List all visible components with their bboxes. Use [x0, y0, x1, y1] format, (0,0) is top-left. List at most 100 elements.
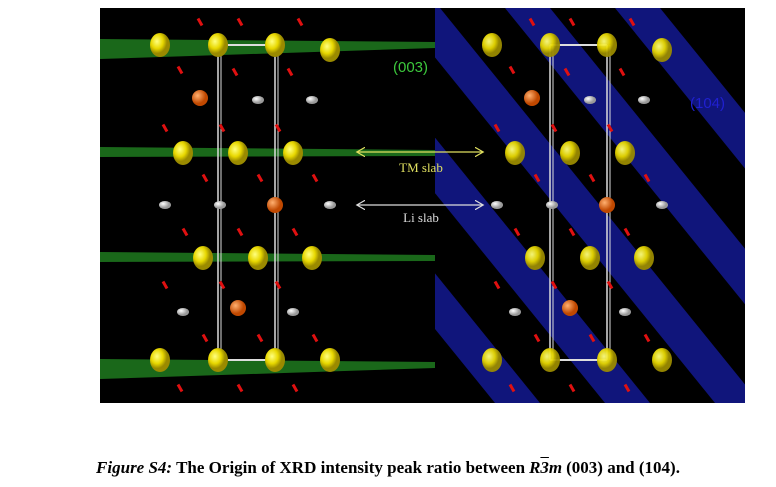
oxygen: [550, 280, 558, 290]
tm-atom: [208, 348, 228, 372]
li-atom: [177, 308, 189, 316]
tm-atom: [524, 90, 540, 106]
oxygen: [256, 173, 264, 183]
oxygen: [291, 227, 299, 237]
plane: [435, 8, 745, 403]
tm-atom: [615, 141, 635, 165]
oxygen: [606, 123, 614, 133]
symbol: 3: [540, 458, 549, 477]
annotation: TM slab: [399, 160, 443, 175]
oxygen: [201, 333, 209, 343]
oxygen: [311, 333, 319, 343]
oxygen: [628, 17, 636, 27]
tm-atom: [230, 300, 246, 316]
oxygen: [618, 67, 626, 77]
tm-atom: [320, 348, 340, 372]
caption-label: Figure S4:: [96, 458, 173, 477]
oxygen: [176, 65, 184, 75]
li-atom: [324, 201, 336, 209]
oxygen: [236, 227, 244, 237]
oxygen: [568, 227, 576, 237]
li-atom: [252, 96, 264, 104]
tm-atom: [505, 141, 525, 165]
oxygen: [493, 280, 501, 290]
oxygen: [508, 383, 516, 393]
oxygen: [513, 227, 521, 237]
li-atom: [491, 201, 503, 209]
tm-atom: [540, 348, 560, 372]
tm-atom: [540, 33, 560, 57]
tm-atom: [208, 33, 228, 57]
tm-atom: [248, 246, 268, 270]
tm-atom: [560, 141, 580, 165]
tm-atom: [580, 246, 600, 270]
tm-atom: [193, 246, 213, 270]
plane: [615, 8, 745, 169]
plane-label: (104): [690, 95, 725, 112]
tm-atom: [597, 348, 617, 372]
li-atom: [584, 96, 596, 104]
oxygen: [296, 17, 304, 27]
tm-atom: [150, 348, 170, 372]
oxygen: [623, 383, 631, 393]
oxygen: [568, 17, 576, 27]
li-atom: [306, 96, 318, 104]
figure: (003) (104) TM slab Li slab: [100, 8, 745, 403]
oxygen: [643, 173, 651, 183]
li-atom: [214, 201, 226, 209]
oxygen: [493, 123, 501, 133]
oxygen: [181, 227, 189, 237]
tm-atom: [267, 197, 283, 213]
oxygen: [196, 17, 204, 27]
tm-atom: [228, 141, 248, 165]
tm-atom: [652, 348, 672, 372]
annotation: Li slab: [403, 210, 439, 225]
oxygen: [528, 17, 536, 27]
tm-atom: [265, 348, 285, 372]
tm-atom: [192, 90, 208, 106]
oxygen: [588, 333, 596, 343]
tm-atom: [482, 33, 502, 57]
oxygen: [623, 227, 631, 237]
tm-atom: [634, 246, 654, 270]
oxygen: [533, 333, 541, 343]
li-atom: [656, 201, 668, 209]
li-atom: [619, 308, 631, 316]
oxygen: [161, 280, 169, 290]
tm-atom: [652, 38, 672, 62]
tm-atom: [562, 300, 578, 316]
oxygen: [231, 67, 239, 77]
oxygen: [218, 280, 226, 290]
tm-atom: [597, 33, 617, 57]
oxygen: [274, 123, 282, 133]
tm-atom: [302, 246, 322, 270]
oxygen: [588, 173, 596, 183]
plane-label: (003): [393, 59, 428, 76]
oxygen: [550, 123, 558, 133]
oxygen: [201, 173, 209, 183]
atoms: [150, 17, 672, 393]
oxygen: [291, 383, 299, 393]
li-atom: [509, 308, 521, 316]
tm-atom: [150, 33, 170, 57]
oxygen: [606, 280, 614, 290]
oxygen: [161, 123, 169, 133]
plane: [435, 273, 540, 403]
planes: [100, 8, 745, 403]
oxygen: [568, 383, 576, 393]
plane: [100, 359, 435, 379]
li-atom: [287, 308, 299, 316]
caption: Figure S4: The Origin of XRD intensity pe…: [0, 458, 776, 478]
li-atom: [159, 201, 171, 209]
caption-text: The Origin of XRD intensity peak ratio b…: [176, 458, 526, 477]
tm-atom: [525, 246, 545, 270]
plane: [435, 137, 650, 403]
symbol: R: [529, 458, 541, 477]
li-atom: [546, 201, 558, 209]
oxygen: [218, 123, 226, 133]
oxygen: [236, 383, 244, 393]
oxygen: [311, 173, 319, 183]
tm-atom: [265, 33, 285, 57]
symbol: m: [548, 458, 563, 477]
